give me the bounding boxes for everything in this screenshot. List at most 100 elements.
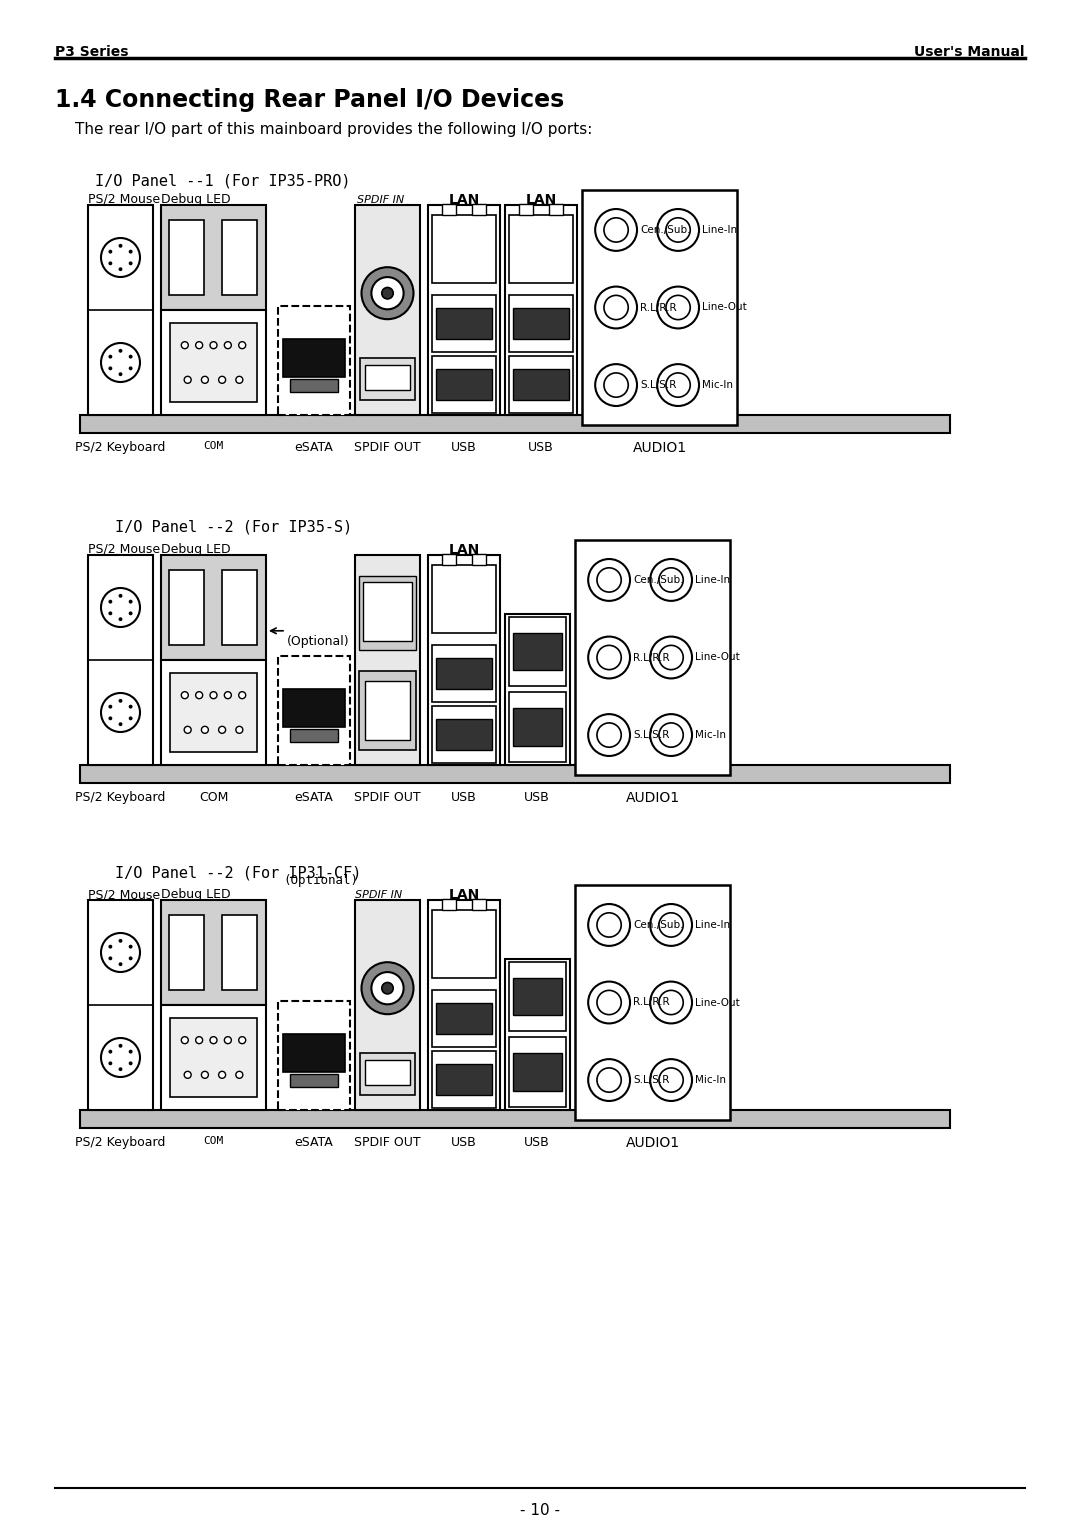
Bar — [283, 339, 345, 377]
Bar — [436, 1065, 492, 1095]
Circle shape — [218, 1071, 226, 1079]
Text: SPDIF OUT: SPDIF OUT — [354, 791, 421, 804]
Text: PS/2 Keyboard: PS/2 Keyboard — [76, 1137, 165, 1149]
Bar — [221, 219, 257, 296]
Circle shape — [181, 1037, 188, 1043]
Circle shape — [119, 372, 122, 377]
Bar — [549, 204, 563, 214]
Circle shape — [589, 982, 630, 1023]
Circle shape — [108, 262, 112, 265]
Circle shape — [119, 1068, 122, 1071]
Bar — [436, 308, 492, 339]
Circle shape — [597, 913, 621, 938]
Circle shape — [108, 611, 112, 616]
Bar — [432, 296, 496, 352]
Bar — [432, 214, 496, 283]
Bar — [171, 323, 257, 401]
Bar — [365, 1060, 410, 1085]
Bar — [505, 614, 570, 764]
Text: PS/2 Keyboard: PS/2 Keyboard — [76, 441, 165, 453]
Circle shape — [597, 723, 621, 748]
Text: R.L/R.R: R.L/R.R — [633, 653, 670, 662]
Circle shape — [185, 1071, 191, 1079]
Bar — [513, 708, 562, 746]
Text: USB: USB — [528, 441, 554, 453]
Bar — [171, 1019, 257, 1097]
Circle shape — [119, 722, 122, 726]
Text: R.L/R.R: R.L/R.R — [640, 302, 677, 313]
Circle shape — [119, 699, 122, 703]
Circle shape — [108, 250, 112, 254]
Text: 1.4 Connecting Rear Panel I/O Devices: 1.4 Connecting Rear Panel I/O Devices — [55, 87, 564, 112]
Circle shape — [108, 355, 112, 358]
Bar — [161, 899, 266, 1005]
Text: PS/2 Mouse: PS/2 Mouse — [87, 193, 160, 205]
Circle shape — [382, 288, 393, 299]
Circle shape — [362, 962, 414, 1014]
Bar — [291, 729, 338, 741]
Text: SPDIF IN: SPDIF IN — [357, 195, 404, 205]
Circle shape — [108, 599, 112, 604]
Text: eSATA: eSATA — [295, 441, 334, 453]
Circle shape — [372, 277, 404, 309]
Circle shape — [589, 637, 630, 679]
Bar — [80, 1111, 950, 1128]
Bar — [355, 555, 420, 764]
Text: AUDIO1: AUDIO1 — [625, 1137, 679, 1151]
Circle shape — [362, 267, 414, 319]
Bar — [509, 617, 566, 686]
Text: Cen./Sub.: Cen./Sub. — [640, 225, 690, 234]
Circle shape — [595, 365, 637, 406]
Circle shape — [102, 237, 140, 277]
Text: USB: USB — [524, 1137, 550, 1149]
Text: R.L/R.R: R.L/R.R — [633, 997, 670, 1008]
Circle shape — [119, 349, 122, 352]
Text: PS/2 Mouse: PS/2 Mouse — [87, 542, 160, 556]
Bar — [283, 1034, 345, 1072]
Bar — [428, 205, 500, 415]
Text: Mic-In: Mic-In — [702, 380, 733, 391]
Circle shape — [235, 377, 243, 383]
Text: Line-Out: Line-Out — [696, 653, 740, 662]
Circle shape — [650, 982, 692, 1023]
Text: I/O Panel --2 (For IP35-S): I/O Panel --2 (For IP35-S) — [114, 519, 352, 535]
Text: I/O Panel --2 (For IP31-CF): I/O Panel --2 (For IP31-CF) — [114, 866, 362, 879]
Circle shape — [102, 692, 140, 732]
Circle shape — [119, 962, 122, 967]
Text: Line-In: Line-In — [696, 574, 730, 585]
Text: PS/2 Mouse: PS/2 Mouse — [87, 889, 160, 901]
Bar — [575, 885, 730, 1120]
Text: PS/2 Keyboard: PS/2 Keyboard — [76, 791, 165, 804]
Circle shape — [225, 1037, 231, 1043]
Circle shape — [119, 617, 122, 620]
Bar — [80, 415, 950, 434]
Circle shape — [597, 568, 621, 591]
Circle shape — [666, 296, 690, 320]
Bar — [432, 990, 496, 1046]
Text: LAN: LAN — [448, 193, 480, 207]
Circle shape — [235, 1071, 243, 1079]
Bar — [161, 1005, 266, 1111]
Circle shape — [225, 342, 231, 349]
Circle shape — [604, 218, 629, 242]
Bar — [161, 205, 266, 309]
Circle shape — [657, 365, 699, 406]
Circle shape — [666, 372, 690, 397]
Bar — [87, 899, 153, 1111]
Circle shape — [195, 691, 203, 699]
Bar — [442, 899, 456, 910]
Bar — [359, 576, 416, 650]
Bar — [365, 365, 410, 389]
Circle shape — [225, 691, 231, 699]
Bar — [509, 214, 573, 283]
Text: (Optional): (Optional) — [283, 873, 357, 887]
Circle shape — [659, 913, 684, 938]
Text: eSATA: eSATA — [295, 791, 334, 804]
Circle shape — [102, 1039, 140, 1077]
Text: COM: COM — [203, 441, 224, 450]
Text: Mic-In: Mic-In — [696, 731, 726, 740]
Bar — [582, 190, 737, 424]
Text: USB: USB — [524, 791, 550, 804]
Circle shape — [218, 377, 226, 383]
Circle shape — [650, 559, 692, 601]
